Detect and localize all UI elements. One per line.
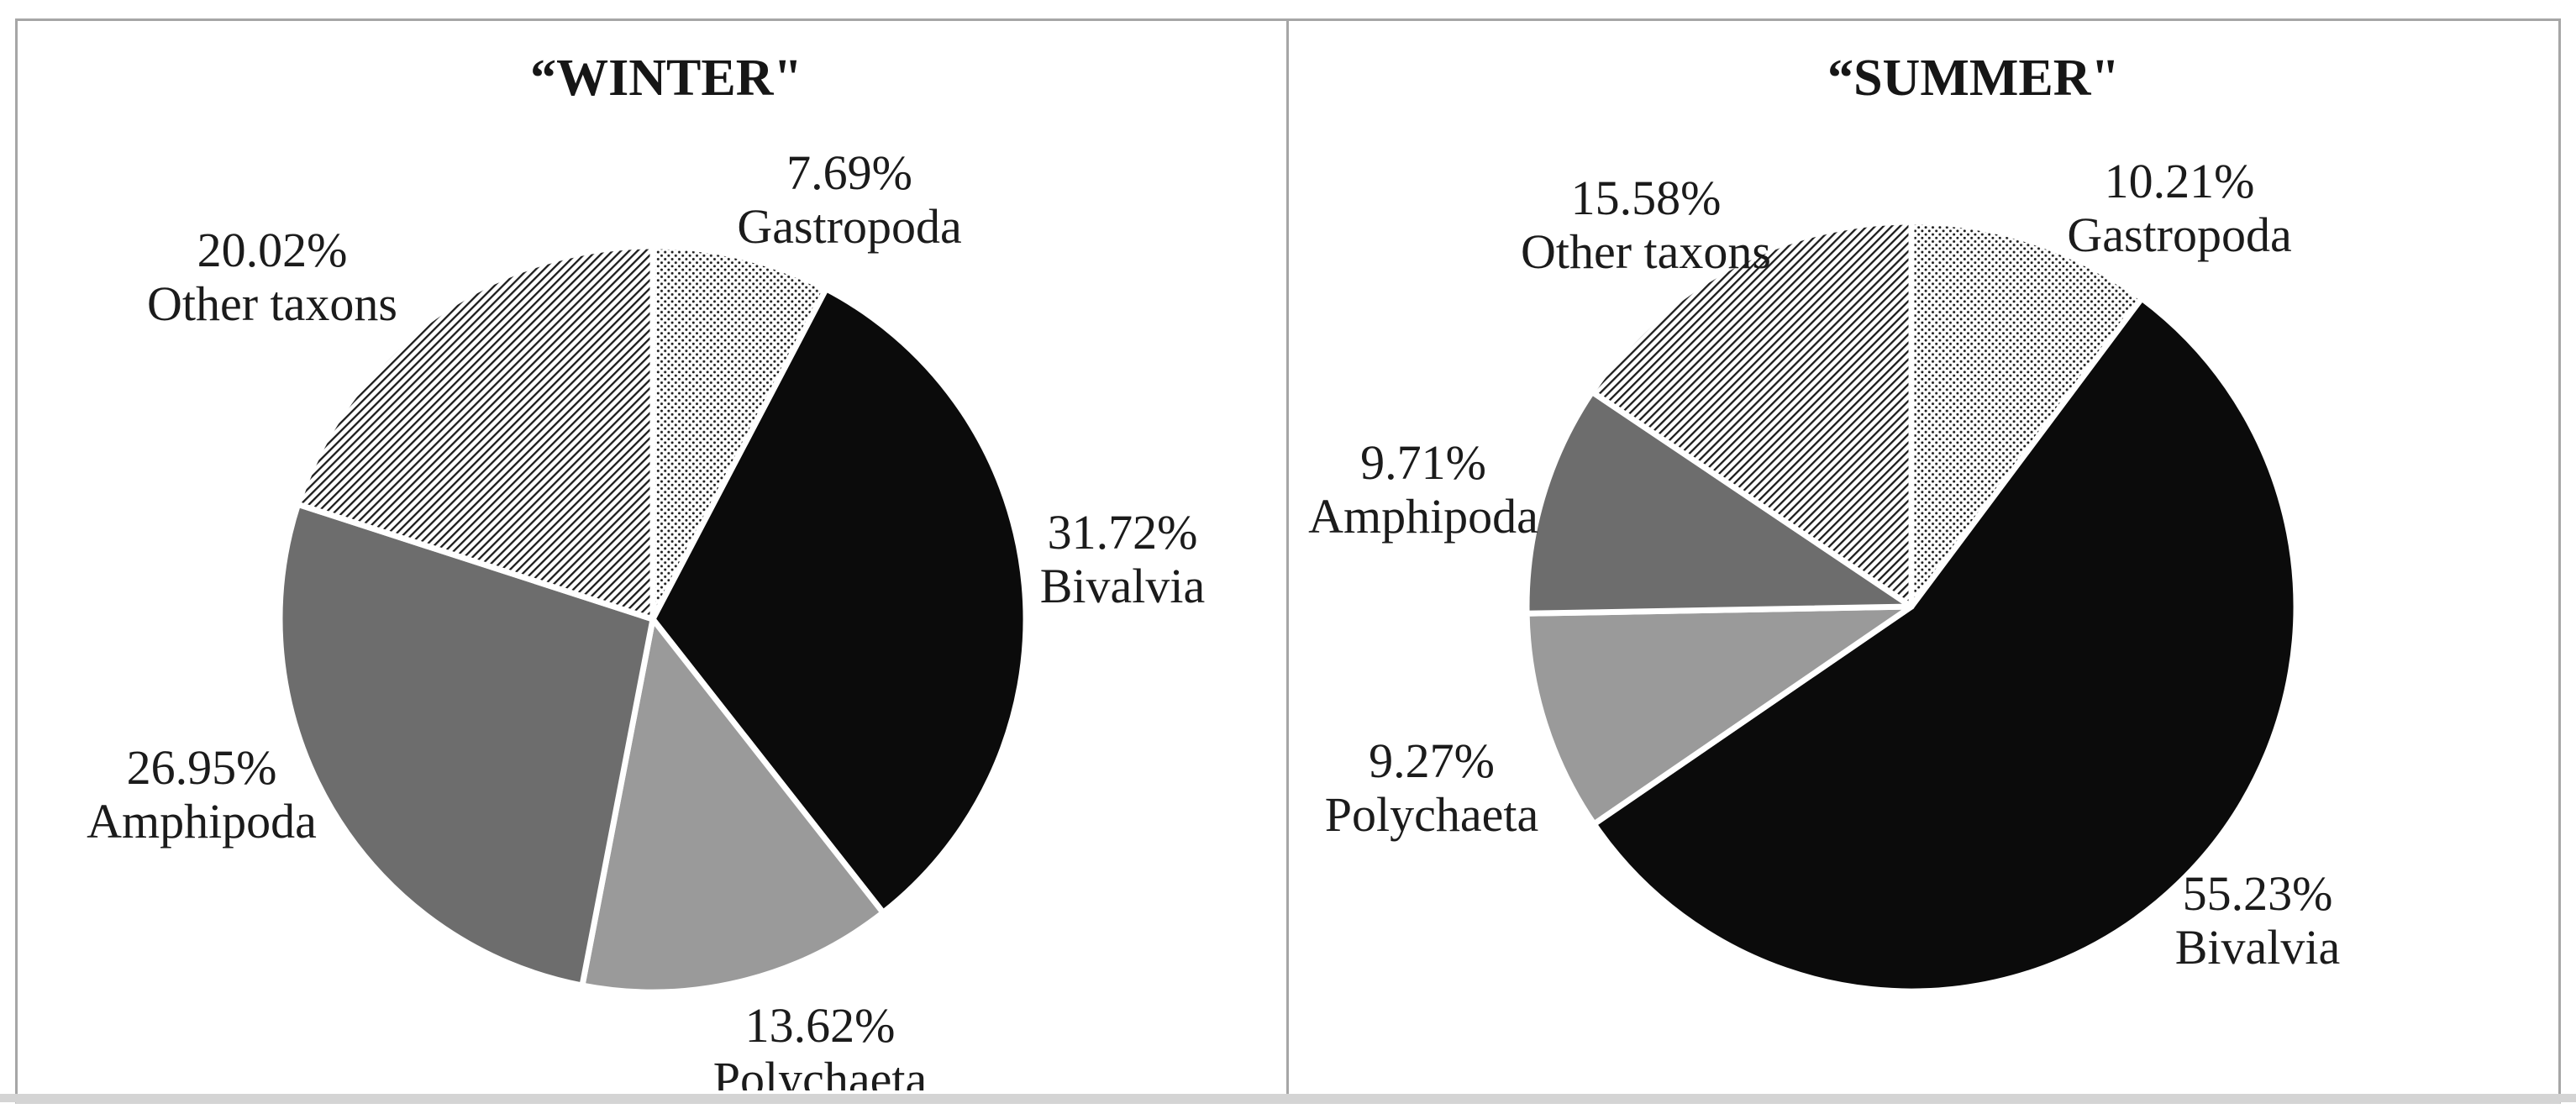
slice-value-text: 9.71% [1360, 435, 1486, 490]
slice-name-text: Polychaeta [1325, 787, 1538, 842]
slice-name-text: Other taxons [147, 276, 397, 331]
summer-pie-chart: “SUMMER" 10.21% Gastropoda 55.23% Bivalvia 9.… [1308, 50, 2341, 995]
pie-slice-amphipoda [276, 501, 656, 989]
slice-label-other-taxons: 15.58% Other taxons [1521, 171, 1771, 279]
winter-panel: “WINTER" 7.69% Gastropoda 31.72% Bivalvia 13.… [18, 21, 1285, 1090]
pie-slice-gastropoda [1908, 218, 2145, 610]
slice-value-text: 13.62% [745, 998, 896, 1053]
slice-label-bivalvia: 31.72% Bivalvia [1040, 505, 1206, 613]
slice-value-text: 31.72% [1048, 505, 1198, 560]
slice-value-text: 26.95% [127, 740, 277, 795]
summer-panel: “SUMMER" 10.21% Gastropoda 55.23% Bivalvia 9.… [1289, 21, 2558, 1090]
bottom-border [0, 1094, 2576, 1102]
slice-name-text: Bivalvia [1040, 559, 1206, 613]
slice-name-text: Gastropoda [2067, 208, 2291, 262]
pie-slice-bivalvia [649, 286, 1029, 916]
chart-title: “SUMMER" [1827, 50, 2120, 107]
slice-value-text: 20.02% [197, 223, 348, 277]
slice-value-text: 10.21% [2105, 154, 2255, 208]
slice-value-text: 15.58% [1571, 171, 1722, 225]
chart-title: “WINTER" [530, 50, 802, 107]
slice-label-amphipoda: 9.71% Amphipoda [1308, 435, 1538, 544]
winter-pie-chart: “WINTER" 7.69% Gastropoda 31.72% Bivalvia 13.… [87, 50, 1206, 1090]
pie-slice-other-taxons [1589, 218, 1915, 610]
slice-name-text: Amphipoda [1308, 489, 1538, 544]
slice-label-gastropoda: 10.21% Gastropoda [2067, 154, 2291, 262]
slice-name-text: Amphipoda [87, 794, 317, 849]
pie-slice-bivalvia [1590, 295, 2300, 995]
slice-value-text: 9.27% [1369, 733, 1495, 788]
pie-slice-gastropoda [649, 243, 829, 623]
slice-name-text: Bivalvia [2175, 920, 2341, 975]
slice-name-text: Gastropoda [737, 199, 961, 254]
pie-slice-other-taxons [295, 243, 656, 623]
slice-name-text: Polychaeta [713, 1052, 927, 1090]
slice-label-other-taxons: 20.02% Other taxons [147, 223, 397, 331]
slice-label-bivalvia: 55.23% Bivalvia [2175, 866, 2341, 975]
slice-label-amphipoda: 26.95% Amphipoda [87, 740, 317, 849]
slice-label-polychaeta: 9.27% Polychaeta [1325, 733, 1538, 842]
slice-label-polychaeta: 13.62% Polychaeta [713, 998, 927, 1090]
slice-label-gastropoda: 7.69% Gastropoda [737, 145, 961, 254]
slice-value-text: 55.23% [2183, 866, 2333, 921]
panel-divider [1286, 18, 1289, 1095]
slice-value-text: 7.69% [786, 145, 912, 200]
pie-slice-amphipoda [1523, 389, 1915, 617]
pie-slice-polychaeta [579, 616, 886, 996]
slice-name-text: Other taxons [1521, 224, 1771, 279]
pie-slice-polychaeta [1523, 603, 1915, 828]
